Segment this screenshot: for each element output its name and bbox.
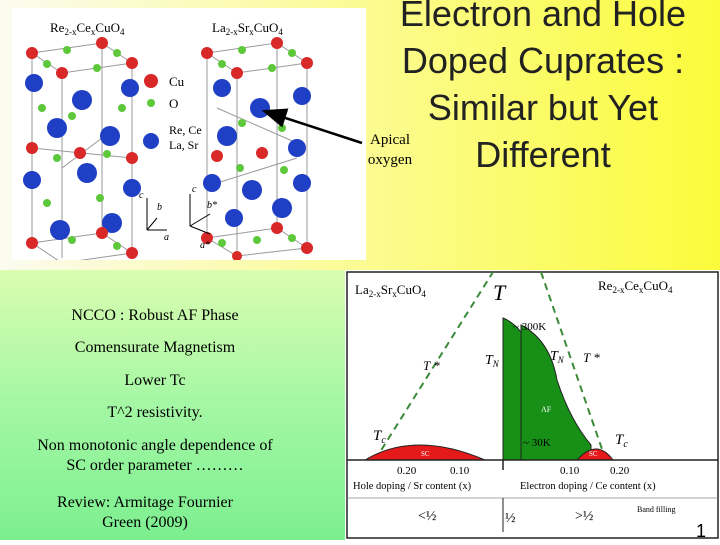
left-axis-b: b xyxy=(157,202,162,213)
tstar-label-hole: T * xyxy=(423,358,440,373)
tc-label-hole: Tc xyxy=(373,428,386,446)
apical-label-line-2: oxygen xyxy=(367,152,413,168)
sc-label-electron: SC xyxy=(589,450,598,458)
left-axis-c: c xyxy=(139,190,144,201)
label-300k: ~ 300K xyxy=(513,321,546,333)
apical-label-line-1: Apical xyxy=(370,132,410,148)
tstar-right-line xyxy=(540,271,604,453)
tick-hole-020: 0.20 xyxy=(397,465,417,477)
left-axes-icon xyxy=(146,198,167,231)
bullet-ncco-text: NCCO : Robust AF Phase xyxy=(71,307,239,324)
bullet-ncco: NCCO : Robust AF Phase xyxy=(0,306,310,326)
legend-o-label: O xyxy=(169,96,178,111)
review-line-2: Green (2009) xyxy=(102,514,188,531)
title-line-2: Doped Cuprates : xyxy=(401,40,685,81)
xlabel-hole: Hole doping / Sr content (x) xyxy=(353,481,472,492)
page-number: 1 xyxy=(695,521,706,541)
left-crystal-formula: Re2-xCexCuO4 xyxy=(50,20,125,37)
phase-axis-t: T xyxy=(493,280,507,305)
af-label-hole: AF xyxy=(475,420,486,429)
filling-half-label: ½ xyxy=(505,511,516,526)
bullet-magnetism: Comensurate Magnetism xyxy=(0,338,310,358)
sc-label-hole: SC xyxy=(421,450,430,458)
bullet-lower-tc-text: Lower Tc xyxy=(124,372,186,389)
apical-oxygen-label: Apical oxygen xyxy=(355,130,425,170)
tick-electron-010: 0.10 xyxy=(560,465,580,477)
label-30k: ~ 30K xyxy=(523,437,551,449)
right-crystal-formula: La2-xSrxCuO4 xyxy=(212,20,283,37)
rare-earth-atoms xyxy=(23,74,311,240)
bullet-angle-line-2: SC order parameter ……… xyxy=(66,457,244,474)
left-axis-a: a xyxy=(164,232,169,243)
band-filling-label: Band filling xyxy=(637,505,675,514)
filling-greater-label: >½ xyxy=(575,509,593,524)
title-line-4: Different xyxy=(475,134,611,175)
slide-title: Electron and Hole Doped Cuprates : Simil… xyxy=(378,0,708,178)
tstar-label-electron: T * xyxy=(583,350,600,365)
right-axes-icon xyxy=(189,194,211,235)
sc-dome-hole xyxy=(363,444,486,461)
apical-arrow-icon xyxy=(261,108,363,145)
tstar-left-line xyxy=(374,271,494,461)
bullet-resistivity-text: T^2 resistivity. xyxy=(107,404,203,421)
af-label-electron: AF xyxy=(541,405,552,414)
tick-hole-010: 0.10 xyxy=(450,465,470,477)
review-line-1: Review: Armitage Fournier xyxy=(57,494,233,511)
bullet-angle-line-1: Non monotonic angle dependence of xyxy=(37,437,273,454)
tn-label-hole: TN xyxy=(485,353,500,369)
phase-left-compound: La2-xSrxCuO4 xyxy=(355,282,426,299)
phase-right-compound: Re2-xCexCuO4 xyxy=(598,278,673,295)
bullet-angle-dependence: Non monotonic angle dependence of SC ord… xyxy=(0,436,310,476)
filling-less-label: <½ xyxy=(418,509,436,524)
legend-cu-label: Cu xyxy=(169,74,185,89)
legend-re-ce-label: Re, Ce xyxy=(169,123,202,137)
bullet-review-reference: Review: Armitage Fournier Green (2009) xyxy=(0,493,290,533)
phase-diagram: La2-xSrxCuO4 Re2-xCexCuO4 T AF AF SC SC … xyxy=(345,270,720,540)
title-line-1: Electron and Hole xyxy=(399,0,687,34)
copper-atoms xyxy=(26,37,313,261)
af-region-hole xyxy=(502,317,522,461)
phase-diagram-svg: La2-xSrxCuO4 Re2-xCexCuO4 T AF AF SC SC … xyxy=(346,271,719,539)
right-axis-a-star: a* xyxy=(200,240,210,251)
tn-label-electron: TN xyxy=(550,349,565,365)
tick-electron-020: 0.20 xyxy=(610,465,630,477)
right-axis-b-star: b* xyxy=(207,200,217,211)
bullet-magnetism-text: Comensurate Magnetism xyxy=(74,339,236,356)
text-panel-background xyxy=(0,270,345,540)
bullet-resistivity: T^2 resistivity. xyxy=(0,403,310,423)
bullet-lower-tc: Lower Tc xyxy=(0,371,310,391)
af-region-electron xyxy=(520,324,592,461)
legend-la-sr-label: La, Sr xyxy=(169,138,198,152)
title-line-3: Similar but Yet xyxy=(427,87,659,128)
right-axis-c: c xyxy=(192,184,197,195)
tc-label-electron: Tc xyxy=(615,432,628,450)
xlabel-electron: Electron doping / Ce content (x) xyxy=(520,481,656,492)
